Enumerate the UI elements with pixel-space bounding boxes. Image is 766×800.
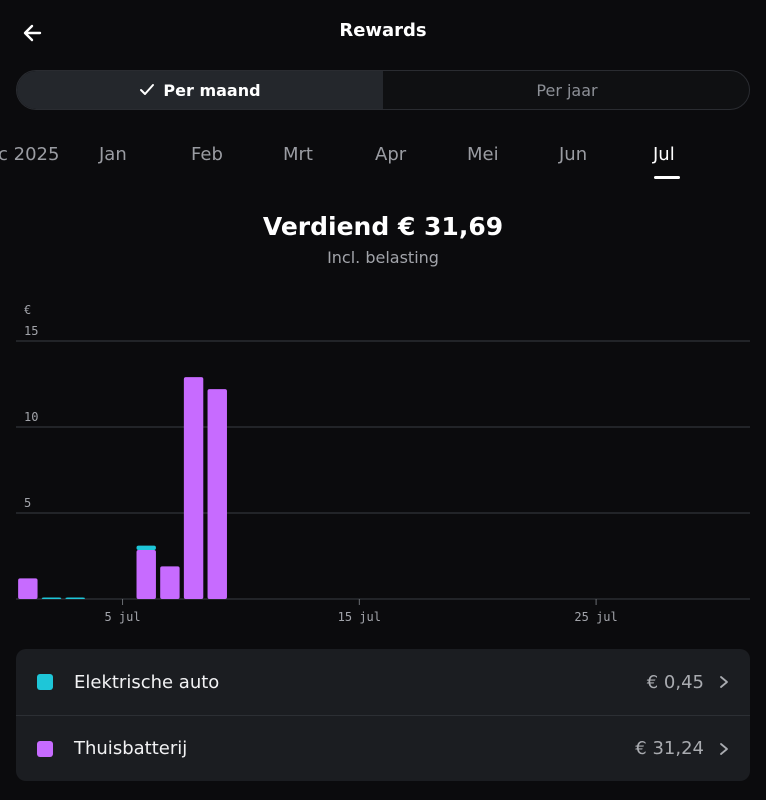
x-tick-label: 15 jul [338, 610, 381, 624]
bar-segment [41, 597, 62, 599]
legend-value: € 0,45 [646, 671, 704, 693]
back-button[interactable] [18, 18, 48, 48]
legend-item-elektrische-auto[interactable]: Elektrische auto € 0,45 [16, 649, 750, 715]
arrow-left-icon [23, 24, 42, 42]
legend-list: Elektrische auto € 0,45 Thuisbatterij € … [16, 649, 750, 781]
chevron-right-icon [720, 742, 728, 755]
month-item-feb[interactable]: Feb [191, 144, 223, 165]
legend-item-thuisbatterij[interactable]: Thuisbatterij € 31,24 [16, 715, 750, 781]
bar-segment [65, 597, 85, 599]
month-selector: c 2025 Jan Feb Mrt Apr Mei Jun Jul [0, 140, 766, 184]
month-item-mei[interactable]: Mei [467, 144, 499, 165]
x-tick-label: 25 jul [574, 610, 617, 624]
y-axis-unit: € [24, 303, 31, 317]
bar-segment [160, 566, 180, 599]
bar-segment [18, 578, 38, 599]
y-tick-label: 15 [24, 324, 38, 338]
x-tick-label: 5 jul [104, 610, 140, 624]
bar-segment [207, 389, 227, 599]
legend-label: Thuisbatterij [74, 738, 188, 759]
month-item-apr[interactable]: Apr [375, 144, 407, 165]
period-toggle: Per maand Per jaar [16, 70, 750, 110]
chevron-right-icon [720, 676, 728, 688]
month-item-dec-2025[interactable]: c 2025 [0, 144, 60, 165]
toggle-per-jaar[interactable]: Per jaar [384, 71, 749, 109]
legend-swatch [37, 740, 53, 757]
toggle-per-maand-label: Per maand [163, 80, 261, 100]
bar-segment [136, 545, 156, 550]
legend-swatch [37, 674, 53, 690]
y-tick-label: 10 [24, 410, 38, 424]
check-icon [140, 84, 155, 95]
earned-subtitle: Incl. belasting [327, 248, 439, 267]
month-item-jun[interactable]: Jun [559, 144, 588, 165]
selected-month-indicator [654, 176, 680, 179]
top-bar: Rewards [0, 0, 766, 64]
toggle-per-jaar-label: Per jaar [536, 80, 598, 100]
month-item-mrt[interactable]: Mrt [283, 144, 313, 165]
page-title: Rewards [339, 20, 427, 41]
bar-segment [136, 549, 156, 599]
month-item-jan[interactable]: Jan [99, 144, 127, 165]
month-item-jul[interactable]: Jul [653, 144, 675, 165]
legend-value: € 31,24 [635, 738, 704, 759]
legend-label: Elektrische auto [74, 671, 220, 693]
toggle-per-maand[interactable]: Per maand [17, 71, 383, 109]
bar-segment [183, 377, 204, 599]
y-tick-label: 5 [24, 496, 31, 510]
earned-total: Verdiend € 31,69 [262, 212, 504, 241]
